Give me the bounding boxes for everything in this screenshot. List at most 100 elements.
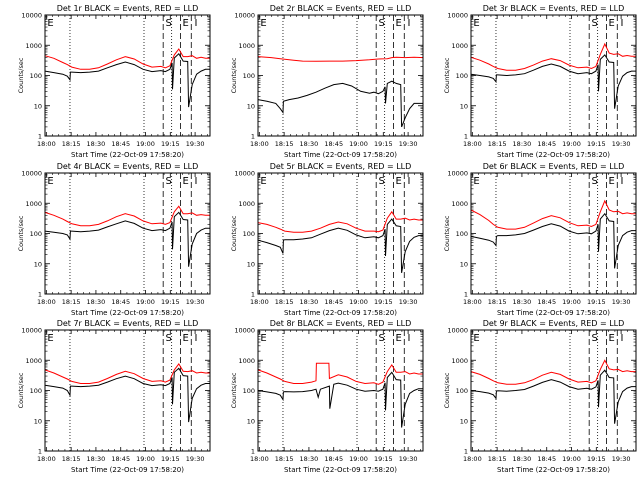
marker-label: E: [395, 176, 401, 187]
marker-label: I: [408, 333, 411, 344]
chart-panel-1: Det 1r BLACK = Events, RED = LLD Counts/s…: [17, 4, 211, 159]
chart-panel-8: Det 8r BLACK = Events, RED = LLD Counts/s…: [230, 319, 424, 474]
x-tick-label: 19:00: [136, 298, 155, 306]
y-tick-label: 100: [456, 230, 468, 238]
marker-label: I: [621, 18, 624, 29]
y-tick-label: 1000: [25, 357, 42, 365]
x-tick-label: 19:15: [374, 455, 393, 463]
x-tick-label: 19:15: [587, 140, 606, 148]
y-tick-label: 1: [38, 291, 42, 299]
y-tick-label: 1000: [25, 200, 42, 208]
series-line-red: [470, 359, 636, 385]
x-tick-label: 19:30: [186, 140, 205, 148]
plot-frame: [257, 172, 424, 295]
series-line-red: [470, 42, 636, 71]
x-tick-label: 18:15: [275, 455, 294, 463]
plot-frame: [470, 329, 637, 452]
y-axis-label: Counts/sec: [230, 215, 238, 251]
marker-label: S: [379, 18, 385, 29]
x-tick-label: 18:15: [62, 455, 81, 463]
plot-frame: [470, 14, 637, 137]
y-tick-label: 10000: [234, 12, 255, 20]
x-tick-label: 18:30: [300, 298, 319, 306]
x-tick-label: 19:15: [161, 140, 180, 148]
y-tick-label: 1: [464, 448, 468, 456]
x-tick-label: 18:45: [111, 140, 130, 148]
x-tick-label: 18:45: [111, 298, 130, 306]
x-tick-label: 19:00: [349, 140, 368, 148]
marker-label: E: [182, 176, 188, 187]
y-tick-label: 1000: [238, 200, 255, 208]
chart-title: Det 5r BLACK = Events, RED = LLD: [270, 162, 412, 171]
y-tick-label: 10: [247, 102, 255, 110]
y-tick-label: 100: [243, 72, 255, 80]
marker-label: E: [47, 176, 53, 187]
x-tick-label: 19:30: [399, 298, 418, 306]
x-tick-label: 18:15: [275, 298, 294, 306]
plot-frame: [470, 172, 637, 295]
marker-label: E: [473, 18, 479, 29]
series-line-red: [44, 48, 210, 70]
x-tick-label: 18:45: [324, 140, 343, 148]
x-axis-label: Start Time (22-Oct-09 17:58:20): [284, 309, 397, 317]
marker-label: I: [195, 18, 198, 29]
series-line-black: [44, 53, 210, 108]
marker-label: S: [592, 176, 598, 187]
x-tick-label: 18:30: [513, 140, 532, 148]
chart-title: Det 3r BLACK = Events, RED = LLD: [483, 4, 625, 13]
marker-label: E: [47, 333, 53, 344]
y-tick-label: 100: [456, 72, 468, 80]
x-tick-label: 18:45: [537, 140, 556, 148]
x-tick-label: 19:30: [399, 140, 418, 148]
marker-label: S: [166, 18, 172, 29]
x-tick-label: 18:00: [37, 298, 56, 306]
plot-frame: [44, 172, 211, 295]
marker-label: E: [608, 333, 614, 344]
x-tick-label: 19:00: [562, 298, 581, 306]
chart-panel-6: Det 6r BLACK = Events, RED = LLD Counts/s…: [443, 162, 637, 317]
x-tick-label: 18:45: [324, 298, 343, 306]
chart-title: Det 2r BLACK = Events, RED = LLD: [270, 4, 412, 13]
marker-label: I: [408, 176, 411, 187]
x-tick-label: 18:30: [300, 140, 319, 148]
x-tick-label: 19:00: [136, 455, 155, 463]
x-tick-label: 18:00: [250, 298, 269, 306]
x-tick-label: 18:30: [513, 455, 532, 463]
y-tick-label: 10000: [21, 12, 42, 20]
y-axis-label: Counts/sec: [17, 372, 25, 408]
marker-label: I: [408, 18, 411, 29]
marker-label: I: [621, 333, 624, 344]
y-tick-label: 1: [38, 448, 42, 456]
x-tick-label: 18:00: [463, 455, 482, 463]
x-tick-label: 18:00: [37, 140, 56, 148]
y-tick-label: 1000: [451, 357, 468, 365]
y-tick-label: 1: [38, 133, 42, 141]
series-line-black: [44, 211, 210, 267]
x-axis-label: Start Time (22-Oct-09 17:58:20): [284, 151, 397, 159]
x-tick-label: 18:30: [300, 455, 319, 463]
x-axis-label: Start Time (22-Oct-09 17:58:20): [497, 309, 610, 317]
x-tick-label: 19:30: [186, 455, 205, 463]
x-tick-label: 19:30: [399, 455, 418, 463]
marker-label: E: [608, 18, 614, 29]
x-tick-label: 19:15: [161, 455, 180, 463]
plot-frame: [257, 14, 424, 137]
marker-label: S: [379, 176, 385, 187]
y-tick-label: 1000: [451, 42, 468, 50]
x-tick-label: 18:00: [463, 298, 482, 306]
plot-frame: [44, 14, 211, 137]
x-tick-label: 19:15: [374, 140, 393, 148]
series-line-red: [257, 362, 423, 385]
marker-label: E: [473, 176, 479, 187]
x-axis-label: Start Time (22-Oct-09 17:58:20): [71, 466, 184, 474]
chart-title: Det 8r BLACK = Events, RED = LLD: [270, 319, 412, 328]
y-tick-label: 1000: [25, 42, 42, 50]
x-tick-label: 19:30: [612, 455, 631, 463]
y-tick-label: 100: [243, 387, 255, 395]
series-line-black: [257, 218, 423, 273]
x-tick-label: 18:15: [488, 455, 507, 463]
marker-label: S: [166, 176, 172, 187]
marker-label: E: [182, 333, 188, 344]
chart-panel-9: Det 9r BLACK = Events, RED = LLD Counts/s…: [443, 319, 637, 474]
x-tick-label: 18:15: [62, 140, 81, 148]
